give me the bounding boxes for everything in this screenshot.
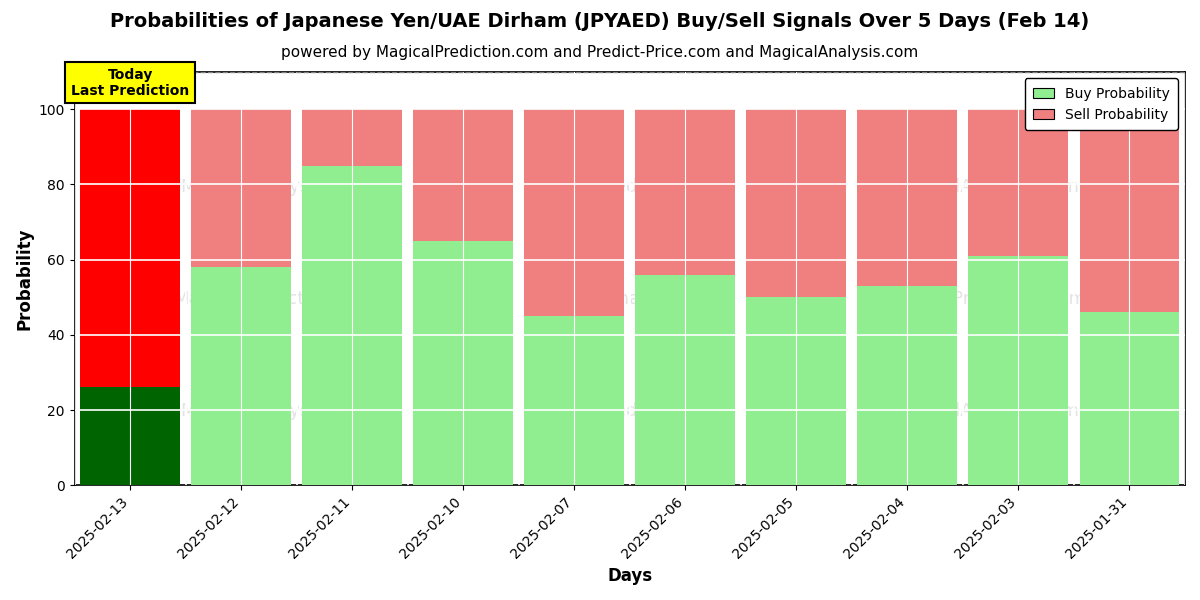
Bar [302, 109, 402, 166]
Text: Probabilities of Japanese Yen/UAE Dirham (JPYAED) Buy/Sell Signals Over 5 Days (: Probabilities of Japanese Yen/UAE Dirham… [110, 12, 1090, 31]
Y-axis label: Probability: Probability [16, 227, 34, 329]
Text: Today
Last Prediction: Today Last Prediction [71, 68, 190, 98]
Legend: Buy Probability, Sell Probability: Buy Probability, Sell Probability [1025, 79, 1178, 130]
Bar [413, 241, 514, 485]
Bar [524, 316, 624, 485]
Bar [1080, 109, 1180, 312]
Bar [635, 275, 736, 485]
X-axis label: Days: Days [607, 567, 653, 585]
Text: powered by MagicalPrediction.com and Predict-Price.com and MagicalAnalysis.com: powered by MagicalPrediction.com and Pre… [281, 45, 919, 60]
Text: MagicalAnalysis.com: MagicalAnalysis.com [892, 178, 1079, 196]
Bar [191, 109, 292, 267]
Bar [968, 256, 1068, 485]
Text: MagicalPrediction.com: MagicalPrediction.com [173, 290, 376, 308]
Text: MagicalAnalysis.com: MagicalAnalysis.com [892, 402, 1079, 420]
Bar [80, 388, 180, 485]
Bar [302, 166, 402, 485]
Bar [191, 267, 292, 485]
Text: MagicalPrediction.com: MagicalPrediction.com [528, 178, 731, 196]
Text: MagicalPrediction.com: MagicalPrediction.com [883, 290, 1087, 308]
Bar [1080, 312, 1180, 485]
Text: MagicalAnalysis.com: MagicalAnalysis.com [180, 178, 368, 196]
Bar [80, 109, 180, 388]
Bar [746, 109, 846, 297]
Bar [858, 286, 958, 485]
Bar [413, 109, 514, 241]
Text: MagicalAnalysis.com: MagicalAnalysis.com [180, 402, 368, 420]
Bar [968, 109, 1068, 256]
Bar [524, 109, 624, 316]
Bar [635, 109, 736, 275]
Bar [746, 297, 846, 485]
Bar [858, 109, 958, 286]
Text: MagicalPrediction.com: MagicalPrediction.com [528, 402, 731, 420]
Text: MagicalAnalysis.com: MagicalAnalysis.com [536, 290, 724, 308]
